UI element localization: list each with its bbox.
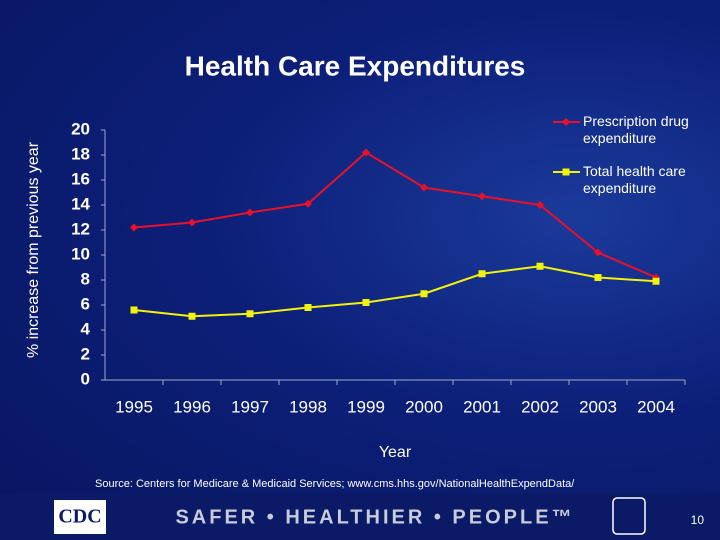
x-tick-label: 2000: [405, 397, 443, 416]
y-tick-label: 18: [71, 144, 90, 163]
y-tick-label: 16: [71, 169, 90, 188]
x-tick-label: 2003: [579, 397, 617, 416]
x-tick-label: 1997: [231, 397, 269, 416]
y-tick-label: 0: [81, 369, 90, 388]
legend-label: Prescription drug expenditure: [583, 113, 689, 146]
point: [536, 262, 544, 270]
y-tick-label: 14: [71, 194, 90, 213]
point: [420, 290, 428, 298]
point: [130, 306, 138, 314]
point: [362, 148, 370, 157]
chart-title: Health Care Expenditures: [185, 50, 526, 81]
point: [246, 208, 254, 217]
point: [594, 248, 602, 257]
logo: CDC: [58, 506, 101, 528]
y-tick-label: 20: [71, 119, 90, 138]
footer-bar: [0, 493, 720, 540]
point: [478, 270, 486, 278]
y-tick-label: 10: [71, 244, 90, 263]
point: [188, 312, 196, 320]
point: [420, 183, 428, 192]
point: [562, 118, 570, 126]
point: [362, 299, 370, 306]
legend-label: Total health care expenditure: [583, 163, 686, 196]
page-number: 10: [691, 513, 705, 527]
x-axis-label: Year: [379, 444, 412, 461]
x-tick-label: 1999: [347, 397, 385, 416]
x-tick-label: 1996: [173, 397, 211, 416]
y-tick-label: 8: [81, 269, 90, 288]
y-axis-label: % increase from previous year: [25, 141, 42, 358]
x-tick-label: 2002: [521, 397, 559, 416]
point: [536, 201, 544, 209]
hhs-logo: [612, 497, 646, 535]
x-tick-label: 1995: [115, 397, 153, 416]
y-tick-label: 12: [71, 219, 90, 238]
point: [304, 304, 312, 311]
tagline: SAFER • HEALTHIER • PEOPLE™: [175, 506, 574, 528]
point: [478, 192, 486, 201]
source-note: Source: Centers for Medicare & Medicaid …: [95, 478, 575, 490]
y-tick-label: 4: [81, 319, 91, 338]
point: [246, 310, 254, 318]
y-tick-label: 6: [81, 294, 90, 313]
series-line: [133, 265, 657, 318]
series-line: [133, 151, 657, 279]
x-tick-label: 1998: [289, 397, 327, 416]
point: [188, 218, 196, 227]
point: [304, 199, 312, 208]
point: [594, 274, 602, 281]
point: [652, 277, 660, 285]
y-tick-label: 2: [81, 344, 90, 363]
point: [130, 223, 138, 232]
x-tick-label: 2004: [637, 397, 675, 416]
point: [562, 168, 570, 176]
logo-box: [54, 500, 106, 534]
x-tick-label: 2001: [463, 397, 501, 416]
